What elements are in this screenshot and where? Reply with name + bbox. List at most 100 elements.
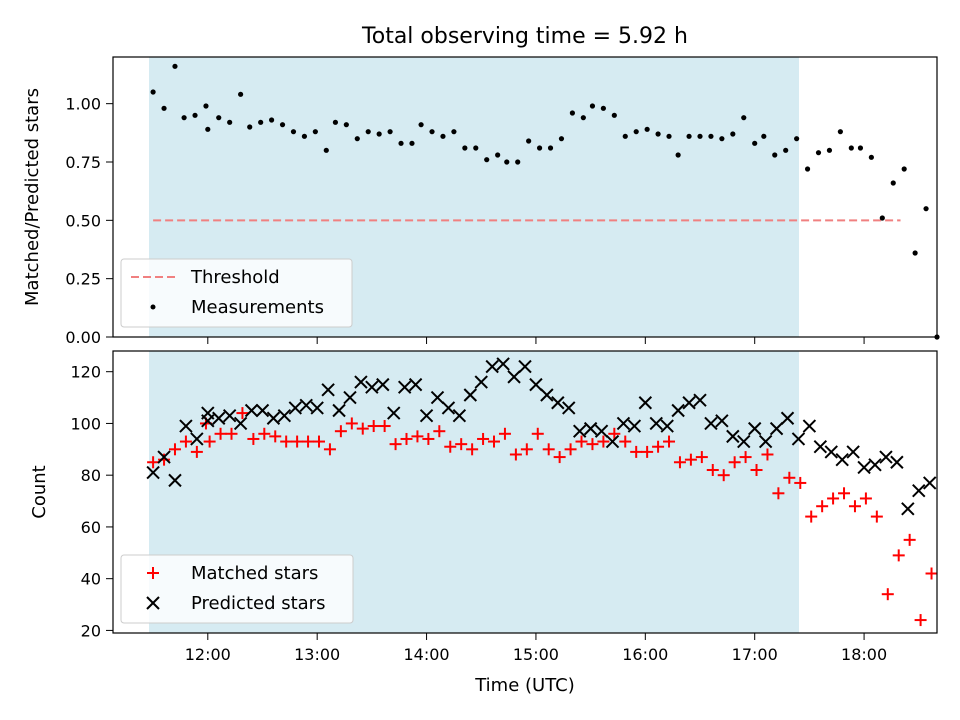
- predicted-legend-label: Predicted stars: [191, 593, 325, 614]
- bottom-x-tick-label: 18:00: [841, 645, 887, 664]
- measurement-point: [473, 145, 479, 151]
- top-y-axis-label: Matched/Predicted stars: [22, 88, 43, 306]
- threshold-legend-label: Threshold: [190, 267, 280, 288]
- top-x-axis-ticks: [207, 337, 865, 344]
- matched-point: [433, 425, 446, 438]
- predicted-point: [813, 440, 828, 454]
- predicted-point: [310, 401, 324, 415]
- predicted-point: [168, 473, 182, 488]
- matched-point: [422, 432, 435, 445]
- measurement-point: [216, 115, 222, 121]
- matched-point: [663, 435, 676, 448]
- predicted-point: [846, 445, 860, 459]
- predicted-point: [321, 383, 335, 397]
- measurement-point: [890, 180, 896, 186]
- measurement-point: [192, 112, 198, 118]
- bottom-x-tick-label: 16:00: [622, 645, 668, 664]
- matched-point: [313, 435, 325, 448]
- matched-point: [203, 435, 216, 448]
- measurement-point: [515, 159, 521, 165]
- predicted-point: [551, 396, 565, 410]
- bottom-y-tick-label: 80: [81, 466, 101, 485]
- matched-point: [925, 567, 938, 580]
- matched-point: [280, 435, 293, 448]
- measurement-point: [697, 133, 703, 139]
- predicted-point: [572, 424, 587, 438]
- bottom-x-tick-label: 12:00: [185, 645, 231, 664]
- matched-point: [783, 471, 796, 484]
- measurement-point: [429, 129, 435, 135]
- predicted-point: [616, 416, 631, 431]
- matched-point: [247, 432, 260, 445]
- measurement-point: [418, 122, 424, 128]
- matched-point: [816, 500, 829, 513]
- predicted-point: [737, 434, 751, 449]
- matched-point: [859, 492, 872, 505]
- measurement-point: [868, 154, 874, 160]
- matched-point: [520, 443, 533, 456]
- measurement-point: [815, 150, 822, 156]
- measurement-point: [569, 110, 575, 116]
- predicted-point: [890, 455, 904, 469]
- predicted-point: [802, 419, 817, 433]
- predicted-point: [157, 450, 171, 464]
- measurement-point: [495, 152, 501, 158]
- predicted-point: [354, 375, 368, 389]
- measurement-point: [580, 115, 586, 121]
- matched-point: [214, 427, 227, 440]
- measurement-point: [772, 152, 778, 158]
- predicted-point: [277, 408, 292, 423]
- matched-point: [892, 549, 905, 562]
- measurement-point: [409, 140, 415, 146]
- matched-point: [827, 492, 840, 505]
- predicted-point: [912, 483, 926, 498]
- measurement-point: [783, 147, 789, 153]
- matched-point: [728, 456, 741, 469]
- measurement-point: [752, 140, 758, 146]
- measurement-point: [837, 129, 843, 135]
- measurement-point: [741, 115, 747, 121]
- measurement-point: [484, 157, 490, 163]
- measurement-point: [451, 129, 457, 135]
- matched-point: [269, 430, 282, 443]
- top-chart-title: Total observing time = 5.92 h: [361, 24, 688, 49]
- matched-point: [455, 438, 468, 451]
- matched-point: [444, 440, 457, 453]
- matched-point: [302, 435, 315, 448]
- matched-point: [630, 445, 643, 458]
- matched-point: [179, 435, 192, 448]
- measurement-point: [857, 145, 864, 151]
- matched-point: [498, 427, 511, 440]
- predicted-point: [452, 408, 467, 423]
- matched-point: [509, 448, 522, 461]
- bottom-x-tick-label: 15:00: [513, 645, 559, 664]
- matched-point: [334, 425, 347, 438]
- measurement-point: [761, 133, 767, 139]
- measurement-point: [301, 133, 308, 139]
- matched-point: [236, 407, 249, 420]
- matched-point: [400, 432, 413, 445]
- predicted-point: [430, 390, 445, 405]
- measurement-point: [536, 145, 543, 151]
- top-y-axis-ticks: 0.00 0.25 0.50 0.75 1.00: [65, 95, 113, 347]
- measurement-point: [547, 145, 554, 151]
- measurement-point: [826, 147, 833, 153]
- predicted-point: [868, 458, 882, 472]
- matched-legend-swatch: [147, 567, 159, 579]
- matched-point: [706, 464, 719, 477]
- matched-point: [641, 445, 654, 458]
- matched-legend-label: Matched stars: [191, 563, 318, 584]
- measurement-point: [205, 126, 211, 132]
- measurement-point: [622, 133, 628, 139]
- predicted-point: [627, 419, 642, 433]
- matched-point: [488, 435, 501, 448]
- predicted-point: [923, 476, 937, 490]
- measurement-point: [227, 119, 233, 125]
- measurement-point: [343, 122, 349, 128]
- predicted-point: [387, 406, 401, 420]
- predicted-point: [255, 403, 270, 418]
- predicted-point: [212, 411, 226, 425]
- matched-point: [881, 588, 894, 601]
- predicted-points-layer: [146, 357, 937, 516]
- matched-point: [168, 443, 181, 456]
